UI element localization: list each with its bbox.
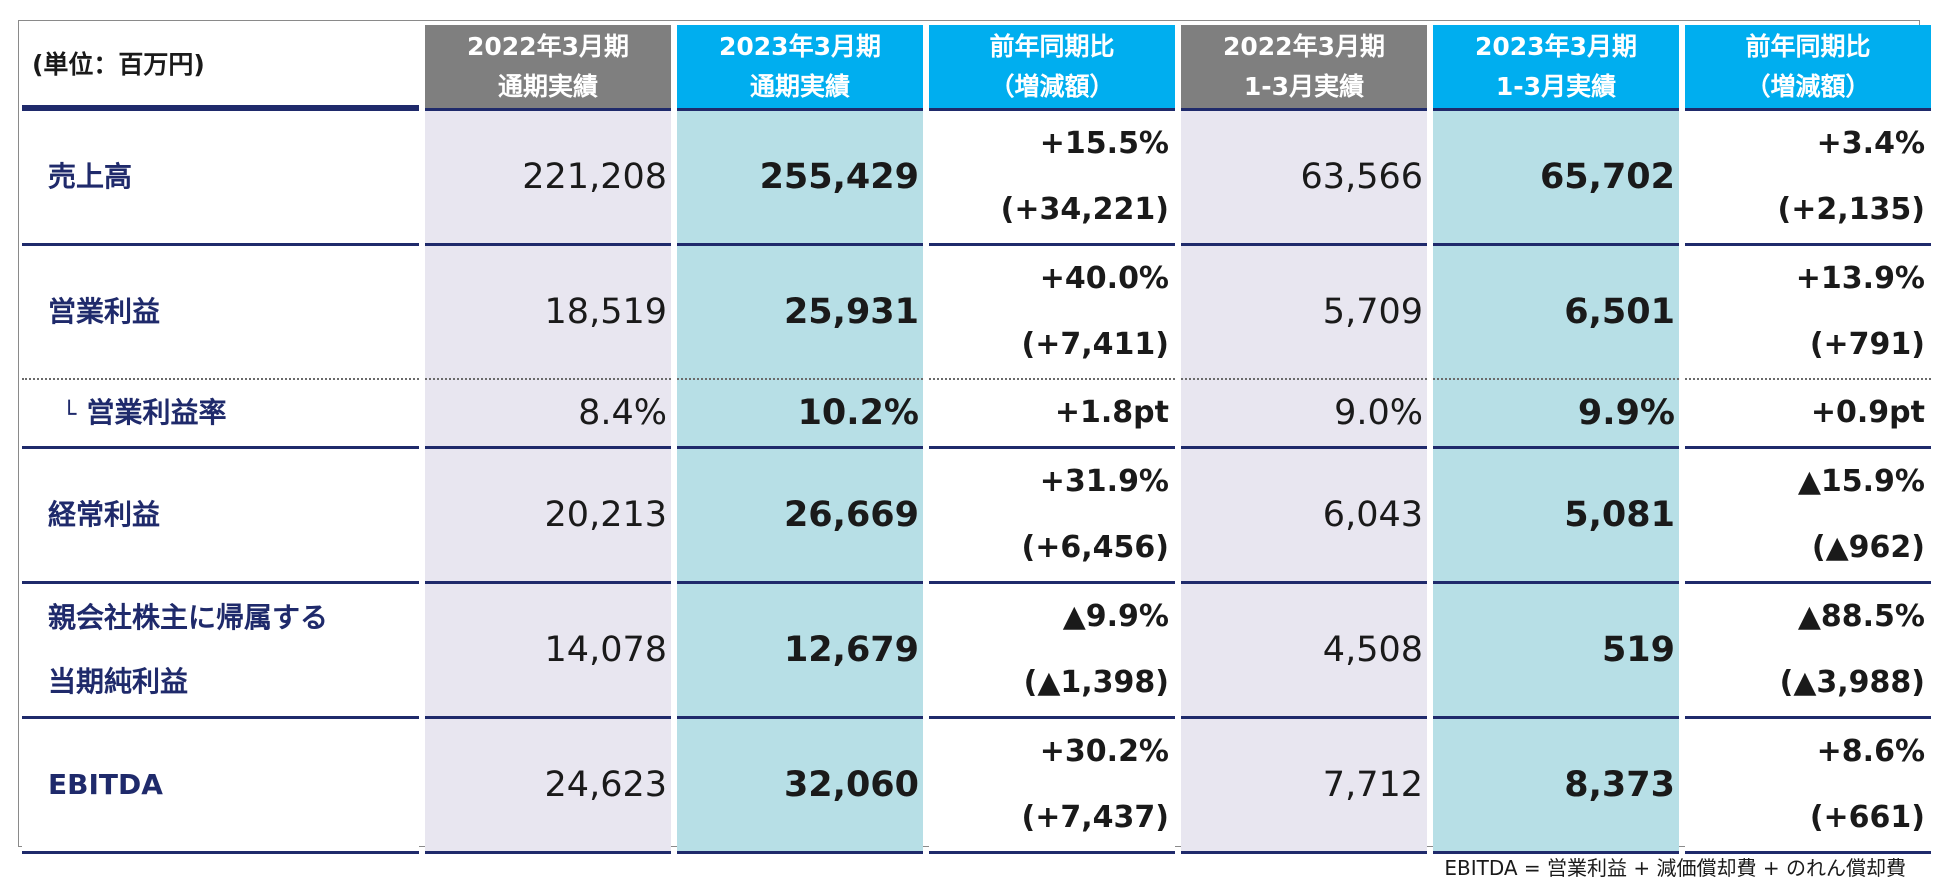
cell-fy2023: 26,669 (677, 446, 923, 581)
cell-q-yoy: +8.6% (+661) (1685, 716, 1931, 854)
row-label: 営業利益 (22, 243, 419, 378)
cell-fy-yoy: ▲9.9% (▲1,398) (929, 581, 1175, 716)
table-row-operating-income: 営業利益 18,519 25,931 +40.0% (+7,411) 5,709 … (22, 243, 1931, 378)
cell-q-yoy: ▲15.9% (▲962) (1685, 446, 1931, 581)
cell-q2022: 7,712 (1181, 716, 1427, 854)
cell-q2022: 6,043 (1181, 446, 1427, 581)
cell-q2023: 6,501 (1433, 243, 1679, 378)
cell-q-yoy: +3.4% (+2,135) (1685, 108, 1931, 243)
cell-q-yoy: ▲88.5% (▲3,988) (1685, 581, 1931, 716)
cell-fy2022: 18,519 (425, 243, 671, 378)
table-row-sales: 売上高 221,208 255,429 +15.5% (+34,221) 63,5… (22, 108, 1931, 243)
cell-fy2022: 20,213 (425, 446, 671, 581)
cell-fy2023: 25,931 (677, 243, 923, 378)
cell-q2023: 65,702 (1433, 108, 1679, 243)
row-label: 経常利益 (22, 446, 419, 581)
cell-fy2023: 12,679 (677, 581, 923, 716)
col-header-fy2023: 2023年3月期 通期実績 (677, 25, 923, 108)
table-row-operating-margin: └ 営業利益率 8.4% 10.2% +1.8pt 9.0% 9.9% +0.9p… (22, 378, 1931, 446)
cell-q2023: 519 (1433, 581, 1679, 716)
ebitda-footnote: EBITDA = 営業利益 + 減価償却費 + のれん償却費 (1444, 856, 1906, 880)
cell-q-yoy: +13.9% (+791) (1685, 243, 1931, 378)
col-header-q2023: 2023年3月期 1-3月実績 (1433, 25, 1679, 108)
col-header-q-yoy: 前年同期比 （増減額） (1685, 25, 1931, 108)
header-row: (単位：百万円) 2022年3月期 通期実績 2023年3月期 通期実績 前年同期比… (22, 25, 1931, 108)
cell-fy-yoy: +40.0% (+7,411) (929, 243, 1175, 378)
cell-fy-yoy: +1.8pt (929, 378, 1175, 446)
cell-fy2023: 32,060 (677, 716, 923, 854)
cell-fy2022: 24,623 (425, 716, 671, 854)
cell-q2022: 63,566 (1181, 108, 1427, 243)
cell-fy2022: 8.4% (425, 378, 671, 446)
cell-q2022: 4,508 (1181, 581, 1427, 716)
col-header-q2022: 2022年3月期 1-3月実績 (1181, 25, 1427, 108)
row-label: 売上高 (22, 108, 419, 243)
row-label: EBITDA (22, 716, 419, 854)
financial-results-table: (単位：百万円) 2022年3月期 通期実績 2023年3月期 通期実績 前年同期比… (16, 25, 1937, 854)
cell-q2022: 5,709 (1181, 243, 1427, 378)
table-row-net-income: 親会社株主に帰属する 当期純利益 14,078 12,679 ▲9.9% (▲1,3… (22, 581, 1931, 716)
tree-branch-glyph: └ (62, 399, 77, 428)
row-label: 親会社株主に帰属する 当期純利益 (22, 581, 419, 716)
cell-q2023: 8,373 (1433, 716, 1679, 854)
cell-q2023: 9.9% (1433, 378, 1679, 446)
cell-fy2023: 255,429 (677, 108, 923, 243)
unit-label: (単位：百万円) (22, 25, 419, 108)
cell-q2022: 9.0% (1181, 378, 1427, 446)
table-row-ordinary-income: 経常利益 20,213 26,669 +31.9% (+6,456) 6,043 … (22, 446, 1931, 581)
col-header-fy-yoy: 前年同期比 （増減額） (929, 25, 1175, 108)
cell-fy-yoy: +30.2% (+7,437) (929, 716, 1175, 854)
cell-fy-yoy: +31.9% (+6,456) (929, 446, 1175, 581)
col-header-fy2022: 2022年3月期 通期実績 (425, 25, 671, 108)
cell-fy2023: 10.2% (677, 378, 923, 446)
row-label: └ 営業利益率 (22, 378, 419, 446)
cell-q2023: 5,081 (1433, 446, 1679, 581)
cell-fy2022: 221,208 (425, 108, 671, 243)
table-row-ebitda: EBITDA 24,623 32,060 +30.2% (+7,437) 7,71… (22, 716, 1931, 854)
cell-q-yoy: +0.9pt (1685, 378, 1931, 446)
cell-fy-yoy: +15.5% (+34,221) (929, 108, 1175, 243)
cell-fy2022: 14,078 (425, 581, 671, 716)
